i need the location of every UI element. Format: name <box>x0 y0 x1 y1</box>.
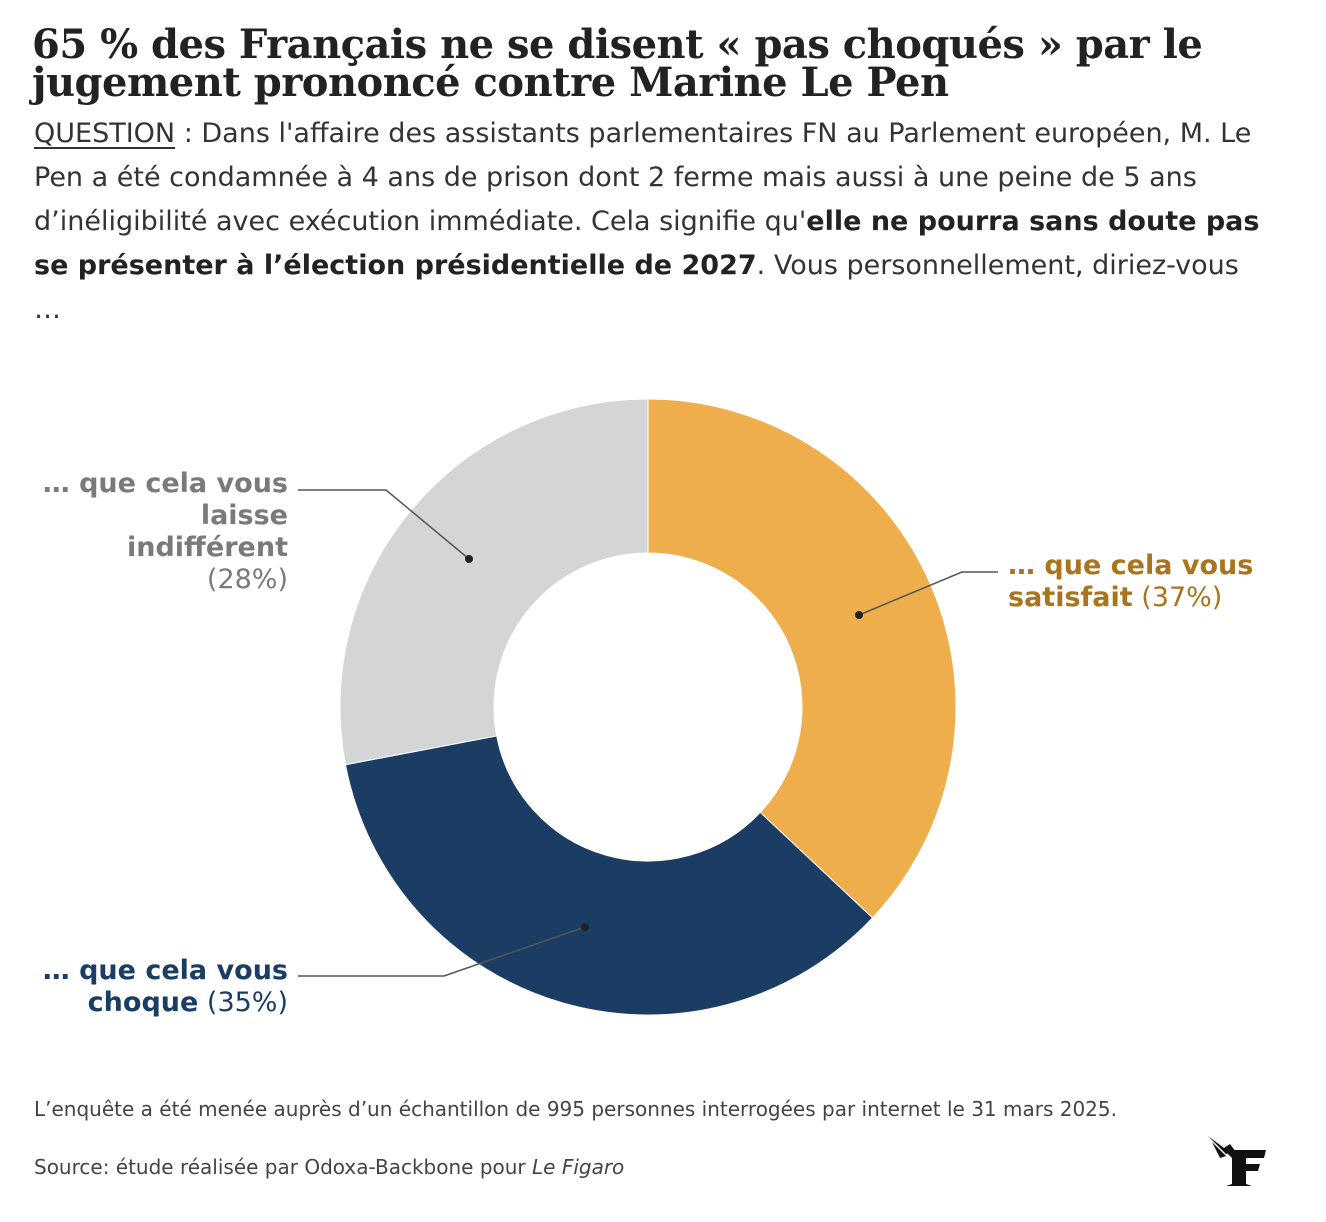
donut-slice-0 <box>647 398 957 919</box>
leader-lines <box>298 489 998 977</box>
slice-label-indifferent-line3: indifférent <box>127 532 288 563</box>
question-text-bold: elle ne pourra sans doute pas se présent… <box>34 206 1260 281</box>
leader-line-choque <box>298 926 586 977</box>
slice-label-indifferent-line1: … que cela vous <box>42 468 288 499</box>
donut-slice-1 <box>344 735 874 1016</box>
footnote: L’enquête a été menée auprès d’un échant… <box>34 1097 1117 1121</box>
leader-dot-indifferent <box>465 555 473 563</box>
slice-label-satisfait-line2: satisfait <box>1008 582 1133 613</box>
leader-line-indifferent <box>298 489 470 560</box>
source-prefix: Source: étude réalisée par Odoxa-Backbon… <box>34 1155 533 1179</box>
slice-label-satisfait: … que cela vous satisfait (37%) <box>1008 550 1308 614</box>
slice-label-satisfait-line1: … que cela vous <box>1008 550 1254 581</box>
slice-label-indifferent-line2: laisse <box>200 500 288 531</box>
question-text: QUESTION : Dans l'affaire des assistants… <box>34 112 1274 332</box>
slice-label-choque-line1: … que cela vous <box>42 955 288 986</box>
donut-slice-2 <box>339 398 649 766</box>
chart-title: 65 % des Français ne se disent « pas cho… <box>32 21 1203 106</box>
source-line: Source: étude réalisée par Odoxa-Backbon… <box>34 1152 1034 1182</box>
question-text-part1: : Dans l'affaire des assistants parlemen… <box>34 118 1252 237</box>
le-figaro-logo-icon <box>1208 1136 1266 1186</box>
slice-label-choque: … que cela vous choque (35%) <box>0 955 288 1019</box>
slice-label-indifferent: … que cela vous laisse indifférent (28%) <box>0 468 288 596</box>
question-text-part2: . Vous personnellement, diriez-vous … <box>34 250 1239 325</box>
source-publication: Le Figaro <box>532 1155 625 1179</box>
slice-label-choque-line2: choque <box>87 987 199 1018</box>
leader-dot-satisfait <box>855 611 863 619</box>
leader-line-satisfait <box>858 571 998 616</box>
slice-value-indifferent: (28%) <box>206 564 288 595</box>
question-label: QUESTION <box>34 118 176 149</box>
donut-slices <box>339 398 957 1016</box>
slice-value-satisfait: (37%) <box>1141 582 1223 613</box>
leader-dot-choque <box>581 923 589 931</box>
slice-value-choque: (35%) <box>206 987 288 1018</box>
donut-chart <box>298 398 998 1016</box>
